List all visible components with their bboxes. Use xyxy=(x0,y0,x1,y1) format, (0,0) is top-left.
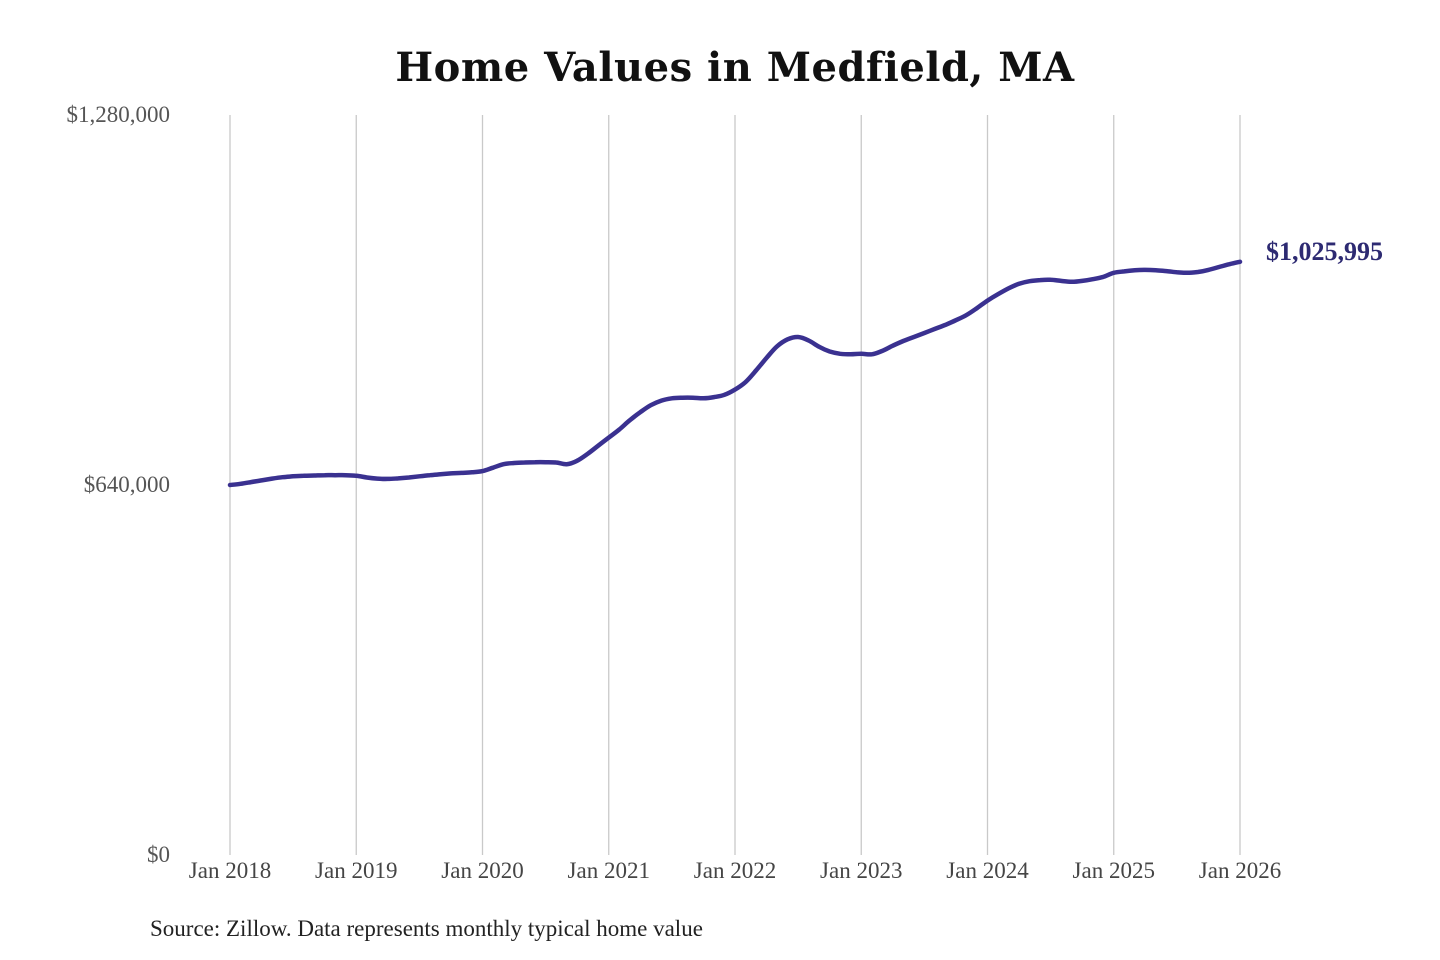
y-tick-label: $640,000 xyxy=(83,472,170,497)
x-tick-label: Jan 2021 xyxy=(567,858,650,883)
y-tick-label: $0 xyxy=(147,842,170,867)
x-tick-label: Jan 2019 xyxy=(315,858,398,883)
home-value-line xyxy=(227,259,1243,488)
end-value-label: $1,025,995 xyxy=(1266,237,1383,266)
x-tick-label: Jan 2023 xyxy=(820,858,903,883)
x-tick-label: Jan 2018 xyxy=(188,858,272,883)
x-tick-label: Jan 2022 xyxy=(693,858,777,883)
x-tick-label: Jan 2026 xyxy=(1198,858,1282,883)
vertical-gridlines xyxy=(229,115,1241,855)
x-tick-label: Jan 2020 xyxy=(441,858,524,883)
x-tick-label: Jan 2024 xyxy=(946,858,1029,883)
y-tick-label: $1,280,000 xyxy=(66,102,171,127)
page-title: Home Values in Medfield, MA xyxy=(395,44,1075,91)
x-tick-label: Jan 2025 xyxy=(1072,858,1155,883)
source-note: Source: Zillow. Data represents monthly … xyxy=(150,916,703,941)
